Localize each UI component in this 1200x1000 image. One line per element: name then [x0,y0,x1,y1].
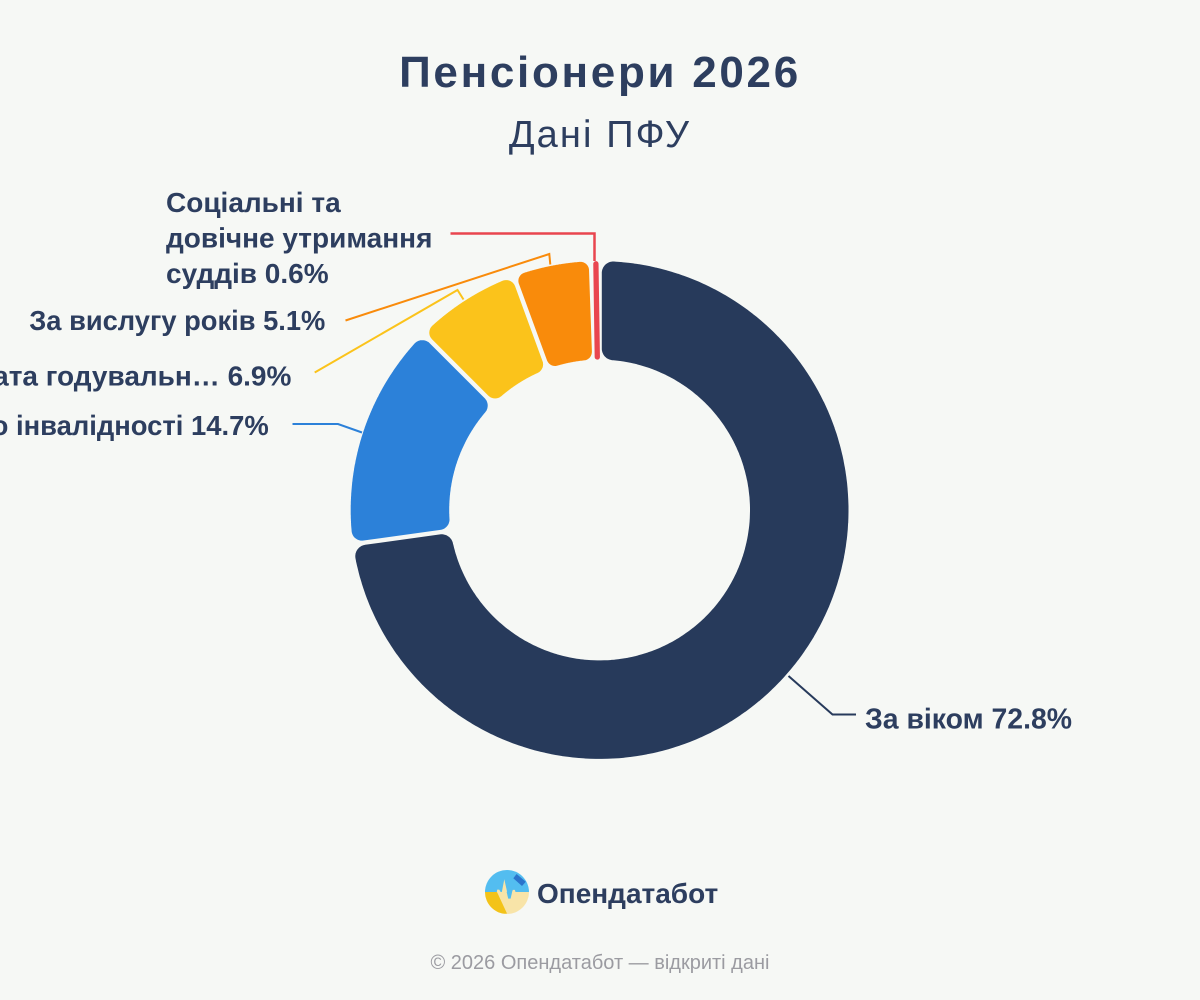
svg-text:Пенсіонери 2026: Пенсіонери 2026 [399,48,801,97]
svg-text:© 2026 Опендатабот — відкриті: © 2026 Опендатабот — відкриті дані [431,952,770,974]
svg-text:По інвалідності 14.7%: По інвалідності 14.7% [0,410,269,441]
svg-text:Втрата годувальн… 6.9%: Втрата годувальн… 6.9% [0,361,291,392]
svg-text:суддів 0.6%: суддів 0.6% [166,258,329,289]
svg-text:Опендатабот: Опендатабот [537,878,718,909]
svg-text:Дані ПФУ: Дані ПФУ [509,114,691,156]
svg-text:За вислугу років 5.1%: За вислугу років 5.1% [29,305,325,336]
svg-text:Соціальні та: Соціальні та [166,187,341,218]
svg-text:За віком 72.8%: За віком 72.8% [865,704,1072,736]
svg-text:довічне утримання: довічне утримання [166,223,432,254]
